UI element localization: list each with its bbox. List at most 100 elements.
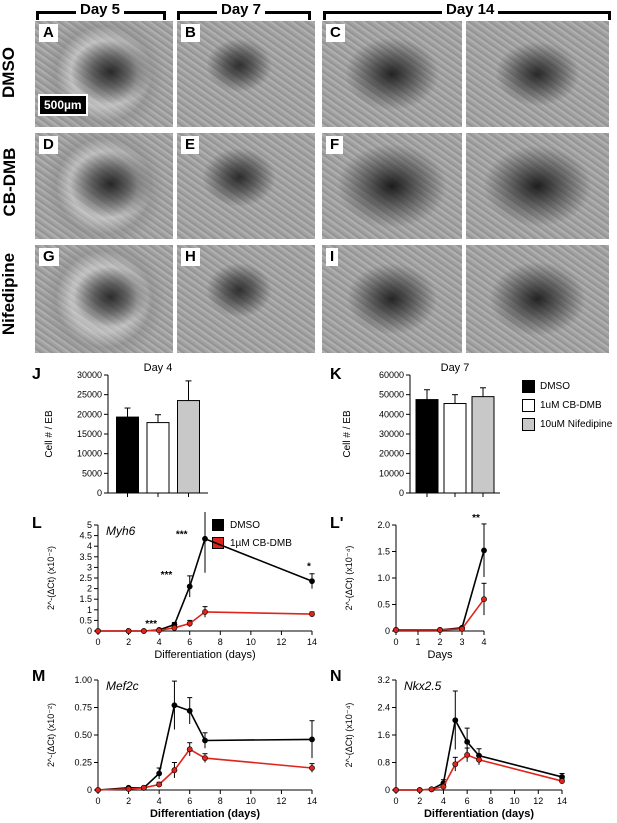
- legend-line-item-dmso: DMSO: [212, 516, 292, 534]
- y-tick-label: 60000: [379, 370, 404, 380]
- y-tick-label: 1.00: [74, 675, 92, 685]
- y-tick-label: 0: [385, 626, 390, 636]
- data-point-cbdmb: [393, 627, 399, 633]
- gene-label: Mef2c: [106, 679, 139, 693]
- x-tick-label: 12: [533, 796, 543, 806]
- chart-letter-l: L: [32, 515, 42, 532]
- y-tick-label: 0.5: [79, 615, 92, 625]
- data-point-cbdmb: [140, 784, 147, 791]
- legend-item-nifedipine: 10uM Nifedipine: [522, 415, 617, 434]
- x-tick-label: 14: [557, 796, 567, 806]
- x-axis-label: Differentiation (days): [424, 808, 534, 820]
- day7-header: Day 7: [217, 1, 266, 18]
- micrograph-panel-extra-3: [465, 244, 610, 354]
- data-point-cbdmb: [452, 761, 459, 768]
- x-tick-label: 8: [488, 796, 493, 806]
- panel-letter-c: C: [326, 24, 345, 42]
- y-tick-label: 3: [87, 562, 92, 572]
- data-point-cbdmb: [309, 611, 315, 617]
- y-tick-label: 1.0: [377, 573, 390, 583]
- y-tick-label: 0.8: [377, 758, 390, 768]
- data-point-dmso: [171, 702, 178, 709]
- y-axis-label: 2^-(ΔCt) (x10⁻⁴): [344, 546, 354, 611]
- bar-2: [146, 422, 170, 494]
- data-point-cbdmb: [186, 620, 193, 627]
- data-point-cbdmb: [140, 628, 147, 634]
- significance-marker: ***: [145, 619, 157, 630]
- data-point-dmso: [452, 717, 459, 724]
- x-tick-label: 3: [459, 637, 464, 647]
- scale-bar: 500µm: [38, 94, 88, 116]
- legend-label-cbdmb: 1uM CB-DMB: [540, 400, 602, 411]
- data-point-cbdmb: [464, 752, 471, 758]
- y-tick-label: 1.5: [79, 594, 92, 604]
- chart-n-nkx25: 0 0.8 1.6 2.4 3.2 0 2 4 6 8 10 12 14 Differentiation …: [344, 675, 567, 820]
- panel-letter-g: G: [39, 248, 59, 266]
- y-tick-label: 30000: [379, 429, 404, 439]
- data-point-dmso: [464, 738, 471, 745]
- y-tick-label: 20000: [77, 409, 102, 419]
- chart-letter-j: J: [32, 366, 41, 383]
- data-point-cbdmb: [186, 746, 193, 753]
- data-point-cbdmb: [459, 625, 465, 632]
- data-point-cbdmb: [428, 786, 435, 793]
- day14-header: Day 14: [442, 1, 499, 18]
- y-tick-label: 0.50: [74, 730, 92, 740]
- data-point-dmso: [481, 547, 487, 554]
- chart-j-day4-bars: 0 5000 10000 15000 20000 25000 30000 Day 4 Cell …: [44, 362, 208, 498]
- x-tick-label: 0: [95, 796, 100, 806]
- chart-lprime-days: 0 0.5 1.0 1.5 2.0 0 1 2 3 4 Days 2^-(ΔCt) (x10⁻⁴) **: [344, 513, 487, 661]
- significance-marker: *: [307, 562, 311, 573]
- panel-letter-f: F: [326, 136, 344, 154]
- x-tick-label: 10: [246, 796, 256, 806]
- series-line-cbdmb: [396, 598, 485, 631]
- chart-m-mef2c: 0 0.25 0.50 0.75 1.00 0 2 4 6 8 10 12 14 Differentiat…: [46, 675, 317, 820]
- x-tick-label: 8: [218, 637, 223, 647]
- y-tick-label: 2.0: [377, 520, 390, 530]
- data-point-cbdmb: [476, 756, 482, 763]
- chart-title: Day 4: [144, 362, 173, 374]
- y-tick-label: 4: [87, 541, 92, 551]
- data-point-dmso: [156, 770, 163, 777]
- x-tick-label: 4: [157, 796, 162, 806]
- x-tick-label: 2: [126, 637, 131, 647]
- x-tick-label: 0: [393, 796, 398, 806]
- y-tick-label: 2.5: [79, 573, 92, 583]
- x-tick-label: 6: [187, 637, 192, 647]
- row-label-dmso: DMSO: [0, 47, 18, 98]
- data-point-cbdmb: [202, 609, 208, 615]
- legend-label-dmso: DMSO: [540, 381, 570, 392]
- micrograph-panel-h: H: [176, 244, 316, 354]
- y-tick-label: 5: [87, 520, 92, 530]
- data-point-cbdmb: [481, 596, 487, 603]
- micrograph-panel-i: I: [321, 244, 463, 354]
- x-tick-label: 0: [95, 637, 100, 647]
- x-tick-label: 4: [157, 637, 162, 647]
- micrograph-panel-c: C: [321, 20, 463, 128]
- chart-letter-m: M: [32, 668, 46, 685]
- chart-letter-k: K: [330, 366, 342, 383]
- x-axis-label: Differentiation (days): [150, 808, 260, 820]
- chart-letter-n: N: [330, 668, 342, 685]
- y-tick-label: 0.75: [74, 703, 92, 713]
- y-tick-label: 0: [385, 785, 390, 795]
- legend-swatch-dmso: [522, 380, 535, 393]
- data-point-cbdmb: [559, 778, 565, 784]
- x-tick-label: 2: [437, 637, 442, 647]
- micrograph-panel-f: F: [321, 132, 463, 240]
- x-tick-label: 14: [307, 637, 317, 647]
- x-tick-label: 0: [393, 637, 398, 647]
- legend-line-swatch-cbdmb: [212, 537, 224, 549]
- legend-line-label-dmso: DMSO: [230, 519, 260, 531]
- data-point-cbdmb: [95, 787, 101, 793]
- panel-letter-h: H: [181, 248, 200, 266]
- y-tick-label: 0.25: [74, 758, 92, 768]
- data-point-cbdmb: [95, 628, 101, 634]
- chart-k-day7-bars: 0 10000 20000 30000 40000 50000 60000 Day 7 Cell…: [342, 362, 500, 498]
- micrograph-panel-d: D: [34, 132, 174, 240]
- legend-swatch-nifedipine: [522, 418, 535, 431]
- data-point-cbdmb: [125, 786, 132, 792]
- x-axis-label: Differentiation (days): [154, 649, 255, 661]
- x-tick-label: 10: [510, 796, 520, 806]
- data-point-cbdmb: [437, 627, 443, 633]
